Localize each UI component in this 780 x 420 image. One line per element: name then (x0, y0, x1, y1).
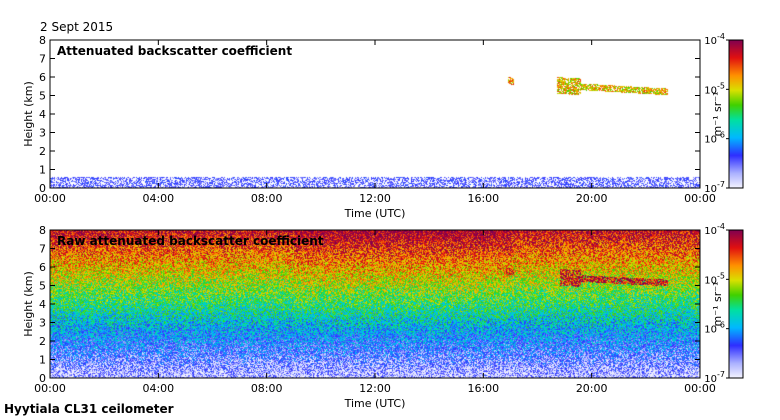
y-tick-label-1-8: 8 (39, 224, 46, 237)
y-tick-label-0-2: 2 (39, 145, 46, 158)
x-axis-label-0: Time (UTC) (344, 207, 406, 220)
y-tick-label-1-1: 1 (39, 354, 46, 367)
y-tick-label-0-3: 3 (39, 127, 46, 140)
heatmap-field-1 (50, 230, 700, 378)
y-tick-label-1-4: 4 (39, 298, 46, 311)
x-tick-label-0-4: 16:00 (467, 192, 499, 205)
x-tick-label-1-0: 00:00 (34, 382, 66, 395)
x-tick-label-0-1: 04:00 (142, 192, 174, 205)
y-tick-label-1-7: 7 (39, 243, 46, 256)
date-label: 2 Sept 2015 (40, 20, 114, 34)
x-tick-label-1-2: 08:00 (251, 382, 283, 395)
x-tick-label-0-0: 00:00 (34, 192, 66, 205)
colorbar-tick-label-1-3: 10-7 (704, 370, 725, 385)
colorbar-unit-0: m⁻¹ sr⁻¹ (711, 92, 724, 137)
y-tick-label-0-8: 8 (39, 34, 46, 47)
x-tick-label-0-3: 12:00 (359, 192, 391, 205)
colorbar-tick-label-1-1: 10-5 (704, 271, 725, 286)
x-tick-label-0-2: 08:00 (251, 192, 283, 205)
x-tick-label-1-6: 00:00 (684, 382, 716, 395)
x-tick-label-0-6: 00:00 (684, 192, 716, 205)
colorbar-tick-label-1-0: 10-4 (704, 222, 725, 237)
x-tick-label-1-5: 20:00 (576, 382, 608, 395)
y-tick-label-1-5: 5 (39, 280, 46, 293)
y-tick-label-0-7: 7 (39, 53, 46, 66)
colorbar-tick-label-0-2: 10-6 (704, 131, 725, 146)
y-tick-label-1-0: 0 (39, 372, 46, 385)
y-axis-label-1: Height (km) (22, 271, 35, 337)
x-tick-label-0-5: 20:00 (576, 192, 608, 205)
x-axis-label-1: Time (UTC) (344, 397, 406, 410)
y-tick-label-0-5: 5 (39, 90, 46, 103)
instrument-label: Hyytiala CL31 ceilometer (4, 402, 174, 416)
colorbar-tick-label-0-1: 10-5 (704, 81, 725, 96)
y-tick-label-0-0: 0 (39, 182, 46, 195)
x-tick-label-1-3: 12:00 (359, 382, 391, 395)
y-tick-label-0-6: 6 (39, 71, 46, 84)
y-tick-label-0-4: 4 (39, 108, 46, 121)
colorbar-tick-label-1-2: 10-6 (704, 321, 725, 336)
x-tick-label-1-1: 04:00 (142, 382, 174, 395)
y-tick-label-1-2: 2 (39, 335, 46, 348)
colorbar-tick-label-0-0: 10-4 (704, 32, 725, 47)
colorbar-1 (728, 229, 744, 379)
panel-title-1: Raw attenuated backscatter coefficient (57, 234, 324, 248)
colorbar-unit-1: m⁻¹ sr⁻¹ (711, 282, 724, 327)
colorbar-tick-label-0-3: 10-7 (704, 180, 725, 195)
y-axis-label-0: Height (km) (22, 81, 35, 147)
colorbar-0 (728, 39, 744, 189)
y-tick-label-0-1: 1 (39, 164, 46, 177)
heatmap-field-0 (50, 40, 700, 188)
panel-title-0: Attenuated backscatter coefficient (57, 44, 292, 58)
x-tick-label-1-4: 16:00 (467, 382, 499, 395)
y-tick-label-1-6: 6 (39, 261, 46, 274)
y-tick-label-1-3: 3 (39, 317, 46, 330)
